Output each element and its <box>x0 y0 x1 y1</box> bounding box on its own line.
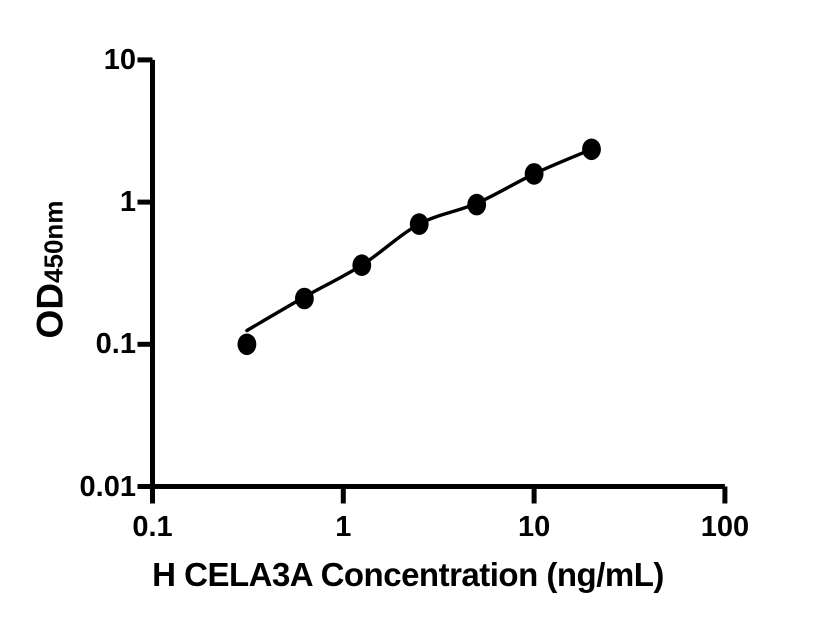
y-axis-title-box: OD450nm <box>8 119 96 419</box>
x-tick-label: 1 <box>335 511 352 543</box>
y-tick-label: 0.01 <box>79 470 136 503</box>
y-axis-title: OD450nm <box>29 200 73 338</box>
data-point <box>237 333 257 356</box>
y-tick-label: 10 <box>103 43 136 76</box>
y-tick-label: 1 <box>119 186 136 219</box>
x-tick-label: 10 <box>517 511 551 543</box>
x-tick-label: 100 <box>700 511 750 543</box>
x-axis-title: H CELA3A Concentration (ng/mL) <box>152 556 664 593</box>
data-point <box>467 193 487 216</box>
y-axis-title-main: OD <box>29 282 71 338</box>
x-tick-label: 0.1 <box>132 511 173 543</box>
y-tick-label: 0.1 <box>95 328 136 361</box>
data-point <box>524 163 544 185</box>
data-point <box>582 138 601 161</box>
data-point <box>409 213 429 235</box>
y-axis-title-sub: 450nm <box>38 200 69 283</box>
data-point <box>352 254 372 276</box>
data-point <box>295 287 314 310</box>
